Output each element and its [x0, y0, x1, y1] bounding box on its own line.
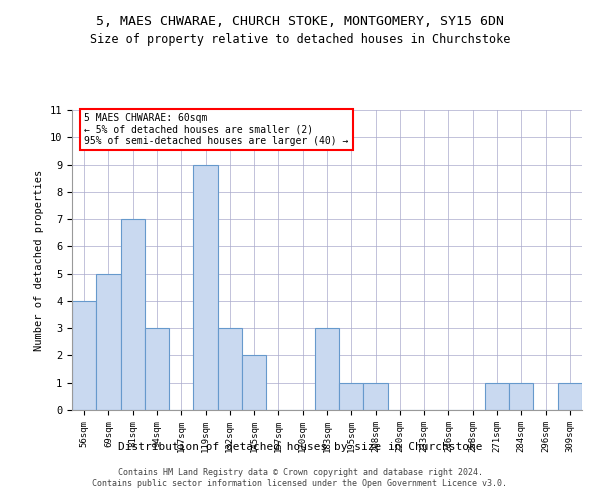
Bar	[339, 382, 364, 410]
Bar	[509, 382, 533, 410]
Bar	[193, 164, 218, 410]
Bar	[485, 382, 509, 410]
Bar	[242, 356, 266, 410]
Y-axis label: Number of detached properties: Number of detached properties	[34, 170, 44, 350]
Bar	[121, 219, 145, 410]
Text: Size of property relative to detached houses in Churchstoke: Size of property relative to detached ho…	[90, 32, 510, 46]
Bar	[96, 274, 121, 410]
Text: Contains HM Land Registry data © Crown copyright and database right 2024.
Contai: Contains HM Land Registry data © Crown c…	[92, 468, 508, 487]
Text: Distribution of detached houses by size in Churchstoke: Distribution of detached houses by size …	[118, 442, 482, 452]
Text: 5, MAES CHWARAE, CHURCH STOKE, MONTGOMERY, SY15 6DN: 5, MAES CHWARAE, CHURCH STOKE, MONTGOMER…	[96, 15, 504, 28]
Bar	[145, 328, 169, 410]
Bar	[364, 382, 388, 410]
Bar	[558, 382, 582, 410]
Bar	[218, 328, 242, 410]
Text: 5 MAES CHWARAE: 60sqm
← 5% of detached houses are smaller (2)
95% of semi-detach: 5 MAES CHWARAE: 60sqm ← 5% of detached h…	[85, 112, 349, 146]
Bar	[315, 328, 339, 410]
Bar	[72, 301, 96, 410]
